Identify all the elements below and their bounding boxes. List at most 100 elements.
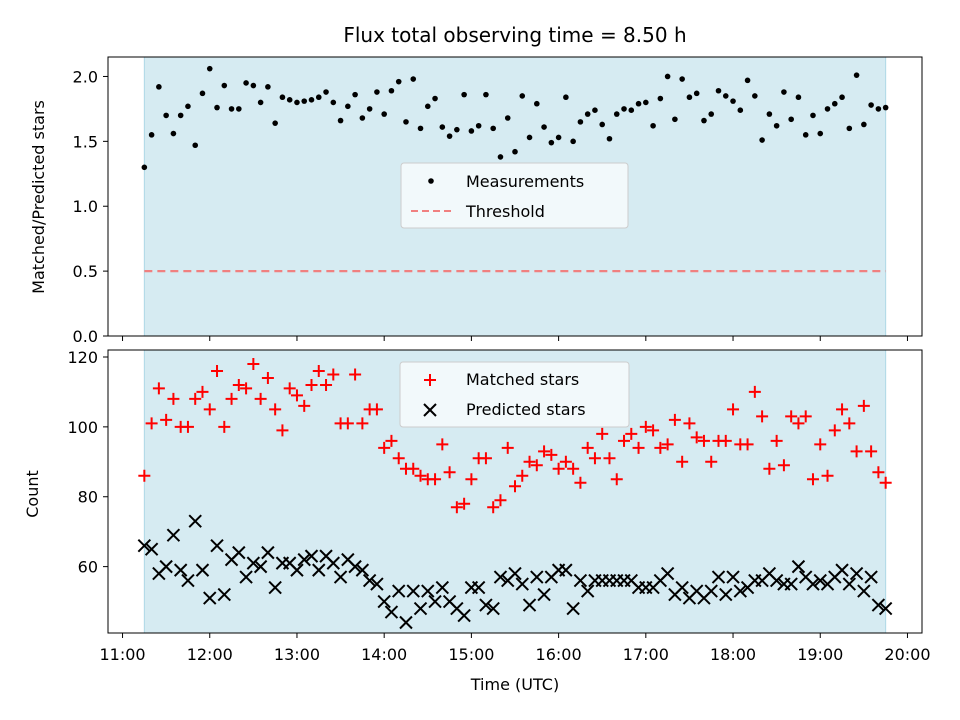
matched-star-point [567, 462, 580, 475]
matched-star-point [676, 455, 689, 468]
x-tick-label: 20:00 [884, 645, 930, 664]
measurement-point [606, 135, 613, 142]
predicted-star-point [515, 577, 529, 591]
predicted-star-point [413, 601, 428, 616]
top-y-tick-label: 1.0 [73, 197, 98, 216]
measurement-point [206, 65, 213, 72]
predicted-star-point [384, 605, 399, 619]
legend-measurements-marker [428, 178, 434, 184]
predicted-star-point [137, 538, 152, 553]
predicted-star-point [486, 601, 500, 616]
predicted-star-point [857, 584, 871, 598]
matched-star-point [152, 382, 165, 395]
measurement-point [323, 89, 329, 95]
matched-star-point [494, 494, 507, 507]
measurement-point [701, 117, 707, 124]
measurement-point [388, 87, 395, 94]
bottom-y-tick-label: 120 [67, 348, 98, 367]
matched-star-point [545, 448, 558, 461]
measurement-point [534, 100, 540, 107]
matched-star-point [806, 473, 819, 486]
bottom-x-ticks: 11:00 12:00 13:00 14:00 15:00 16:00 17:00 18:00… [99, 633, 931, 664]
measurement-point [853, 72, 860, 78]
measurement-point [730, 98, 736, 104]
measurement-point [657, 95, 664, 102]
predicted-star-point [188, 514, 202, 528]
matched-star-point [465, 473, 478, 486]
x-axis-label: Time (UTC) [470, 675, 559, 694]
matched-star-point [799, 410, 812, 423]
measurement-point [766, 111, 773, 117]
x-tick-label: 16:00 [536, 645, 582, 664]
measurement-point [199, 90, 206, 97]
legend-predicted-marker [423, 403, 437, 417]
predicted-star-point [769, 573, 784, 588]
predicted-star-point [312, 563, 326, 577]
matched-star-point [320, 378, 333, 391]
matched-star-point [559, 455, 572, 468]
measurement-point [185, 103, 191, 110]
predicted-star-point [711, 570, 726, 584]
predicted-star-point [530, 570, 544, 584]
matched-star-point [145, 417, 158, 430]
measurement-point [548, 139, 555, 146]
measurement-point [446, 133, 453, 139]
matched-star-point [211, 364, 224, 377]
predicted-star-point [159, 559, 173, 574]
measurement-point [563, 94, 569, 101]
predicted-star-point [580, 584, 595, 598]
measurement-point [272, 120, 278, 126]
measurement-point [454, 126, 460, 133]
predicted-star-point [813, 573, 827, 588]
x-tick-label: 18:00 [710, 645, 756, 664]
measurement-point [417, 125, 424, 132]
measurement-point [395, 78, 402, 85]
matched-star-point [632, 441, 645, 454]
matched-star-point [639, 420, 652, 433]
matched-star-point [647, 424, 660, 437]
measurement-point [475, 122, 482, 129]
measurement-point [490, 125, 496, 132]
measurement-point [722, 93, 729, 99]
matched-star-point [719, 434, 732, 447]
matched-star-point [552, 462, 565, 475]
measurement-point [817, 130, 824, 137]
measurement-point [781, 89, 787, 95]
top-y-tick-label: 1.5 [73, 132, 98, 151]
predicted-star-point [232, 545, 246, 560]
measurement-point [868, 102, 874, 108]
matched-star-point [792, 417, 805, 430]
measurement-point [752, 93, 758, 99]
measurement-point [679, 76, 685, 82]
matched-star-point [668, 413, 681, 426]
x-tick-label: 14:00 [361, 645, 407, 664]
measurement-point [257, 99, 264, 106]
matched-star-point [777, 459, 790, 472]
predicted-star-point [217, 587, 231, 602]
measurement-point [555, 134, 562, 141]
measurement-point [824, 106, 831, 112]
matched-star-point [356, 417, 369, 430]
predicted-star-point [660, 566, 675, 581]
matched-star-point [588, 452, 601, 465]
matched-star-point [247, 357, 260, 370]
chart-title: Flux total observing time = 8.50 h [343, 23, 686, 47]
measurement-point [359, 115, 366, 121]
matched-star-point [232, 378, 245, 391]
measurement-point [308, 97, 315, 103]
measurement-point [483, 91, 489, 98]
predicted-star-point [333, 570, 348, 584]
measurement-point [156, 84, 162, 90]
predicted-star-point [406, 584, 420, 598]
measurement-point [403, 119, 409, 125]
matched-star-point [690, 431, 703, 444]
predicted-star-point [370, 577, 384, 591]
matched-star-point [276, 424, 289, 437]
measurement-point [141, 164, 148, 171]
legend-measurements-label: Measurements [466, 172, 584, 191]
predicted-star-point [203, 591, 217, 605]
measurement-point [810, 112, 816, 119]
matched-star-point [821, 469, 834, 482]
measurement-point [352, 91, 358, 98]
